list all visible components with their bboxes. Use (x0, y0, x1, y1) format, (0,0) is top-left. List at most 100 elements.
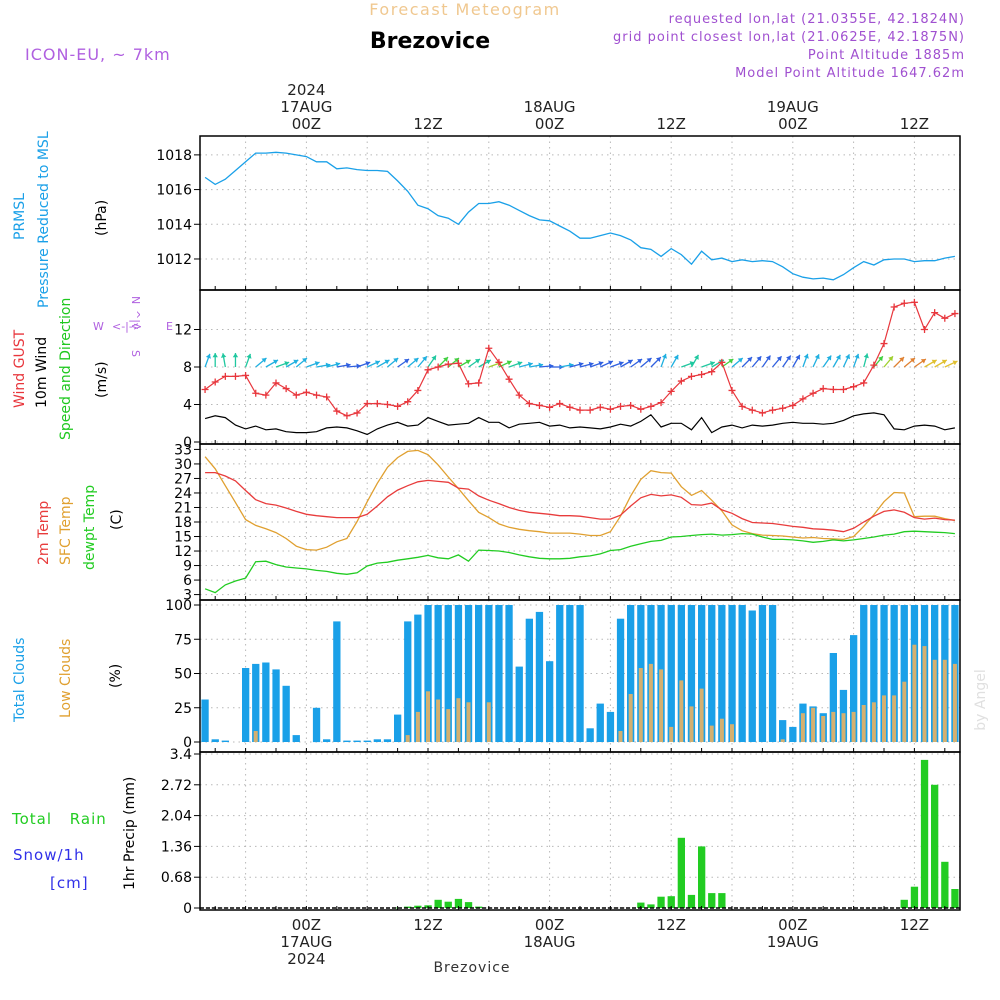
total-cloud-bar (515, 666, 523, 742)
total-cloud-bar (444, 605, 452, 742)
wind-arrow (306, 361, 320, 368)
wind-arrow-head (431, 355, 437, 361)
x-tick-label-bottom: 00Z (535, 916, 564, 934)
total-cloud-bar (414, 614, 422, 742)
gust-marker (839, 386, 847, 393)
wind-arrow (569, 361, 584, 368)
panel-frame (199, 135, 961, 291)
rain-bar (931, 784, 939, 908)
gust-marker (333, 407, 341, 415)
gust-marker (424, 366, 432, 374)
total-cloud-bar (343, 740, 351, 742)
total-cloud-bar (860, 605, 868, 742)
total-cloud-bar (292, 735, 300, 742)
rain-bar (941, 861, 949, 908)
wind-arrow-head (261, 358, 267, 363)
gust-marker (809, 389, 817, 397)
label-cm: [cm] (50, 874, 89, 892)
wind-arrow-head (854, 353, 860, 359)
total-cloud-bar (495, 605, 503, 742)
rain-bar (637, 902, 645, 908)
rain-bar (414, 905, 422, 908)
wind-arrow-head (293, 359, 299, 365)
total-cloud-bar (829, 653, 837, 742)
wind-arrow-head (952, 360, 958, 366)
low-cloud-bar (638, 668, 643, 742)
gust-marker (698, 371, 706, 378)
gust-marker (343, 412, 351, 420)
total-cloud-bar (698, 605, 706, 742)
total-cloud-bar (738, 605, 746, 742)
location-title: Brezovice (370, 29, 490, 54)
label-ms: (m/s) (94, 361, 110, 398)
gust-marker (880, 340, 888, 348)
low-cloud-bar (618, 731, 623, 742)
wind-arrow (640, 357, 652, 368)
gust-marker (262, 391, 270, 399)
rain-bar (910, 886, 919, 908)
label-10m-wind: 10m Wind (34, 337, 50, 408)
wind-arrow-head (465, 359, 471, 365)
low-cloud-bar (922, 646, 927, 742)
total-cloud-bar (464, 605, 473, 742)
bottom-location: Brezovice (433, 960, 510, 976)
gust-marker (525, 400, 533, 408)
wind-arrow-head (776, 356, 782, 362)
total-cloud-bar (556, 605, 564, 742)
wind-arrow-head (404, 358, 410, 364)
y-tick-label: 1014 (156, 217, 192, 233)
gust-marker (515, 391, 523, 399)
x-tick-label-top: 00Z (292, 115, 321, 133)
rain-bar (677, 837, 685, 908)
compass-ns-arrows: ^|v (129, 310, 142, 330)
gust-marker (566, 403, 574, 411)
low-cloud-bar (719, 718, 724, 742)
label-total-rain: Total Rain (11, 810, 107, 828)
gust-marker (728, 386, 736, 394)
rain-bar (667, 896, 675, 908)
gust-marker (535, 401, 543, 409)
total-cloud-bar (667, 605, 675, 742)
gust-marker (383, 401, 391, 408)
total-cloud-bar (353, 740, 361, 742)
wind-arrow (437, 356, 449, 368)
y-tick-label: 12 (174, 544, 192, 560)
y-tick-label: 3 (183, 588, 192, 604)
total-cloud-bar (242, 668, 250, 742)
total-cloud-bar (880, 605, 888, 742)
total-cloud-bar (850, 635, 858, 742)
wind-arrow-head (627, 359, 633, 365)
gust-marker (596, 403, 604, 411)
wind-arrow-head (506, 360, 512, 366)
grid-point-coords: grid point closest lon,lat (21.0625E, 42… (613, 30, 965, 45)
wind-arrow (650, 356, 662, 368)
gust-marker (231, 372, 239, 380)
y-tick-label: 0.68 (161, 870, 192, 886)
gust-marker (799, 395, 807, 403)
total-cloud-bar (434, 605, 442, 742)
y-tick-label: 4 (183, 398, 192, 414)
gust-marker (363, 400, 371, 408)
temp-2m-line (205, 471, 955, 533)
x-tick-label-bottom: 18AUG (524, 933, 576, 951)
wind-arrow (903, 357, 916, 368)
y-tick-label: 0 (183, 435, 192, 451)
wind-arrow-head (578, 361, 584, 368)
x-tick-label-top: 00Z (778, 115, 807, 133)
wind-arrow-head (765, 355, 771, 361)
wind-arrow-head (786, 355, 791, 361)
compass-e: E (166, 320, 173, 333)
y-tick-label: 27 (174, 471, 192, 487)
low-cloud-bar (780, 739, 785, 742)
gust-marker (677, 377, 685, 385)
total-cloud-bar (373, 739, 381, 742)
rain-bar (434, 899, 442, 908)
label-snow: Snow/1h (13, 846, 85, 864)
wind-arrow (610, 361, 624, 368)
wind-arrow (212, 353, 218, 367)
y-tick-label: 15 (174, 530, 192, 546)
gust-marker (414, 386, 422, 394)
wind-arrow (458, 359, 471, 368)
wind-arrow-head (422, 356, 427, 362)
total-cloud-bar (282, 685, 290, 742)
